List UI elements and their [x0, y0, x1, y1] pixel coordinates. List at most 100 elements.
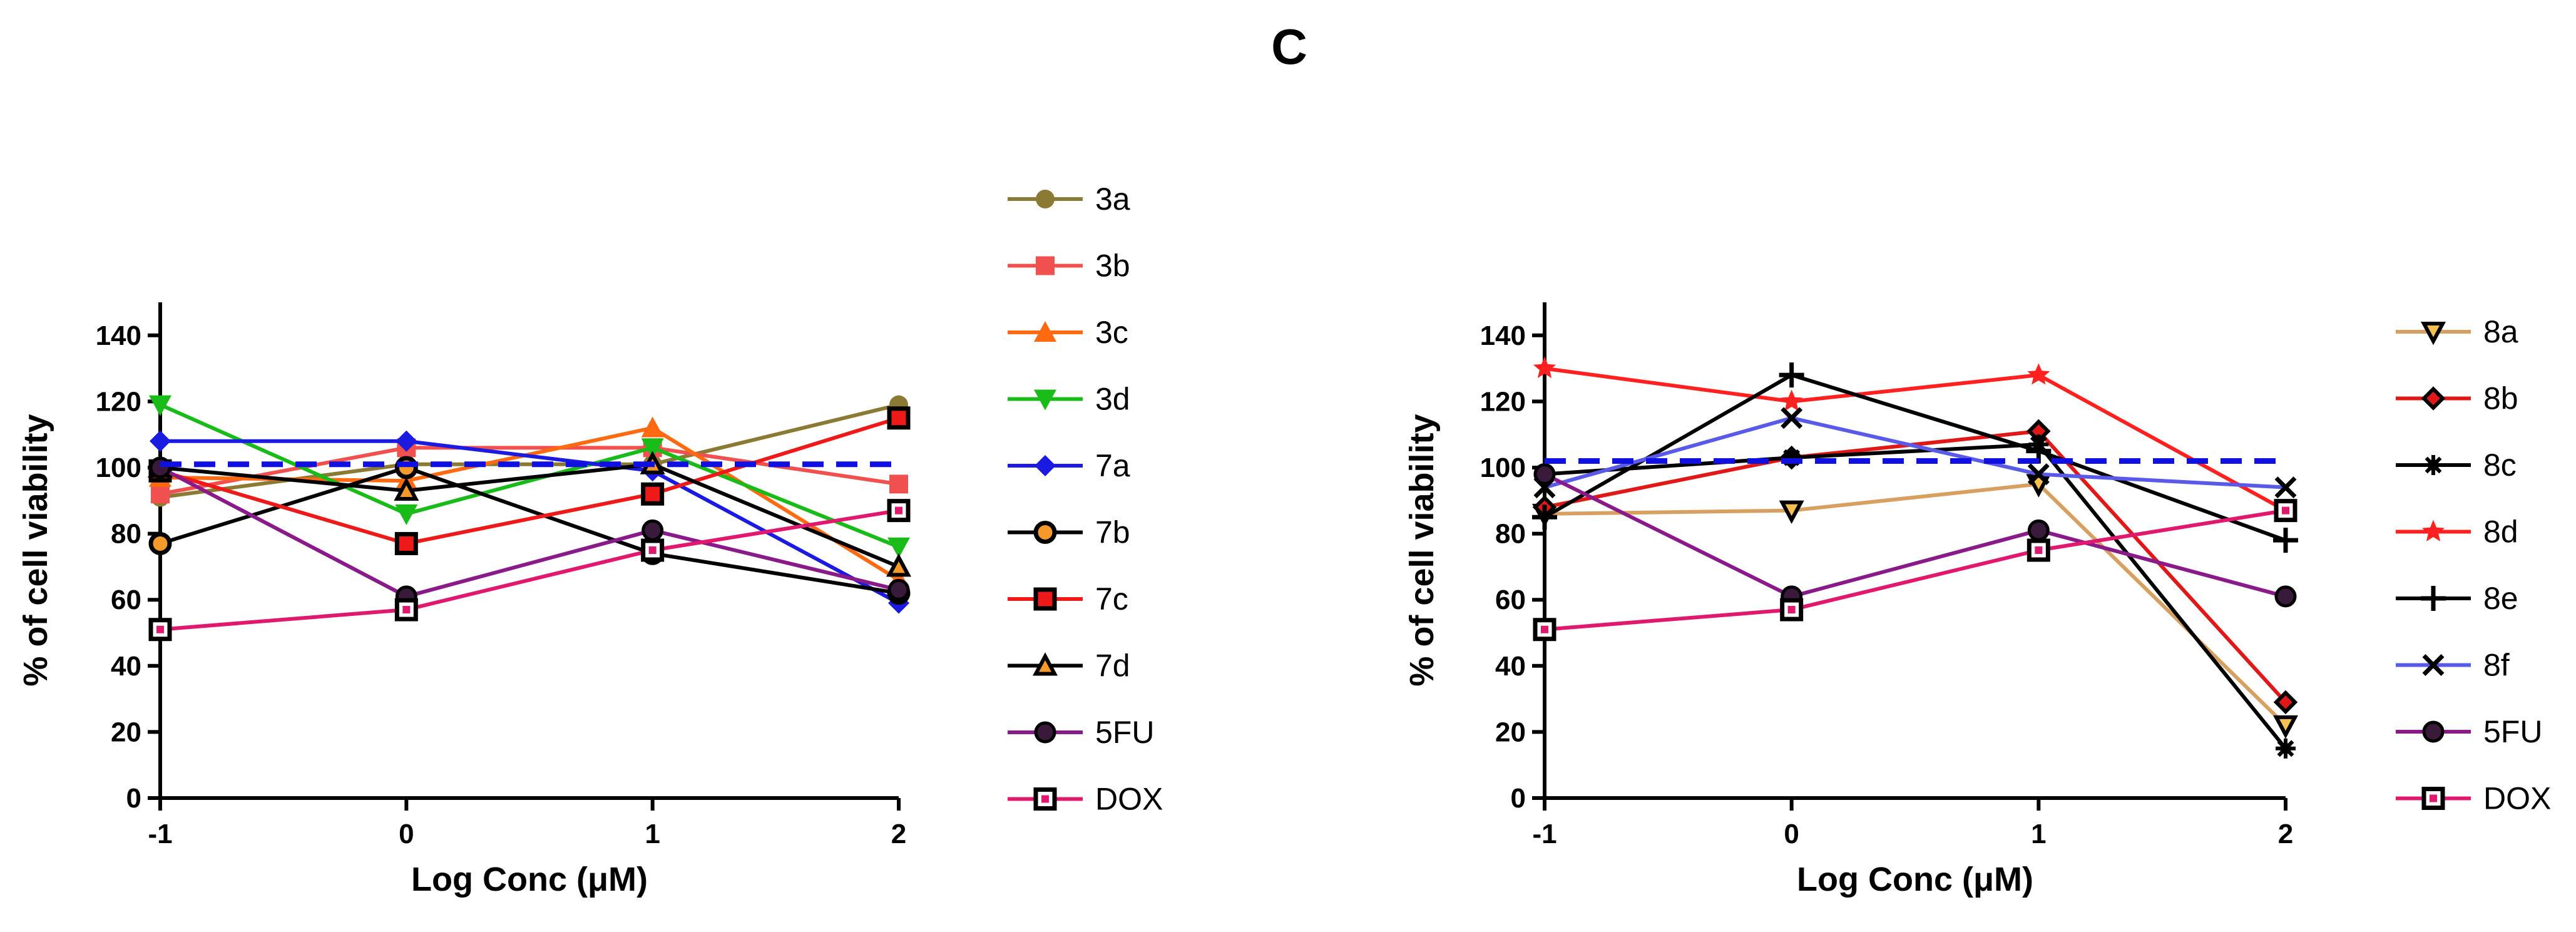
legend-label: 8c	[2483, 448, 2517, 483]
y-tick-label: 40	[1495, 651, 1526, 682]
data-point-8f	[1781, 407, 1803, 429]
legend-marker-8a	[2420, 322, 2446, 346]
data-point-8a	[1779, 500, 1804, 524]
data-point-7c	[887, 406, 911, 430]
legend-label: 7c	[1095, 581, 1128, 617]
legend-marker-7b	[1033, 521, 1057, 544]
data-point-7b	[394, 456, 418, 479]
series-line-8a	[1544, 482, 2287, 727]
y-tick-label: 120	[96, 386, 141, 417]
legend-label: 5FU	[2483, 714, 2542, 749]
data-point-DOX	[148, 618, 172, 642]
legend-marker-3c	[1034, 321, 1056, 342]
y-tick-label: 100	[1480, 453, 1526, 483]
data-point-8f	[2274, 476, 2297, 499]
legend-marker-5FU	[2422, 720, 2445, 743]
x-tick-label: 0	[1784, 819, 1799, 849]
legend-label: 7b	[1095, 515, 1130, 550]
legend-item-8f: 8f	[2396, 648, 2510, 683]
y-tick-label: 20	[111, 717, 141, 747]
series-8e	[1532, 362, 2298, 553]
data-point-3d	[149, 395, 171, 416]
data-point-3d	[641, 438, 664, 459]
y-tick-label: 120	[1480, 386, 1526, 417]
legend-marker-8f	[2422, 654, 2445, 676]
data-point-DOX	[641, 538, 665, 562]
legend-marker-3b	[1036, 256, 1055, 275]
legend-item-7c: 7c	[1008, 581, 1128, 617]
legend-label: 3b	[1095, 248, 1130, 284]
y-tick-label: 140	[1480, 320, 1526, 351]
data-point-3d	[395, 504, 418, 525]
data-point-5FU	[2274, 585, 2297, 608]
series-DOX	[1533, 499, 2297, 642]
legend-label: 8f	[2483, 648, 2510, 683]
data-point-7b	[148, 531, 172, 555]
legend-marker-DOX	[2421, 787, 2445, 810]
legend-marker-7a	[1035, 455, 1056, 476]
x-tick-label: 2	[2278, 819, 2293, 849]
series-3b	[151, 438, 908, 504]
data-point-3d	[887, 537, 910, 558]
data-point-5FU	[2027, 519, 2050, 541]
legend-item-3d: 3d	[1008, 382, 1130, 417]
y-tick-label: 0	[1511, 783, 1526, 814]
x-tick-label: 1	[645, 819, 660, 849]
y-tick-label: 100	[96, 453, 141, 483]
legend-item-8c: 8c	[2396, 448, 2517, 483]
data-point-7c	[394, 531, 418, 555]
series-line-8c	[1544, 443, 2287, 750]
series-DOX	[148, 499, 911, 642]
data-point-5FU	[641, 519, 664, 541]
series-line-DOX	[1544, 508, 2286, 632]
legend-item-5FU: 5FU	[1008, 715, 1154, 750]
series-line-7c	[160, 416, 899, 546]
y-tick-label: 140	[96, 320, 141, 351]
y-tick-label: 60	[111, 585, 141, 615]
data-point-3b	[889, 474, 908, 494]
legend-label: 3c	[1095, 315, 1128, 350]
legend-marker-8e	[2421, 586, 2446, 611]
legend-label: 8a	[2483, 314, 2518, 349]
data-point-8b	[2273, 690, 2298, 715]
data-point-8e	[2273, 528, 2298, 553]
data-point-DOX	[2027, 538, 2050, 562]
y-tick-label: 60	[1495, 585, 1526, 615]
series-line-7b	[160, 466, 899, 595]
data-point-8e	[1779, 362, 1804, 388]
series-8a	[1531, 474, 2299, 739]
legend-label: 7d	[1095, 648, 1130, 684]
figure-title: C	[1271, 19, 1307, 74]
legend-item-7a: 7a	[1008, 448, 1130, 483]
data-point-8a	[2272, 715, 2299, 739]
legend-label: 7a	[1095, 448, 1130, 483]
x-tick-label: -1	[148, 819, 172, 849]
data-point-5FU	[149, 456, 171, 479]
data-point-8f	[2027, 463, 2050, 486]
legend-item-3c: 3c	[1008, 315, 1128, 350]
series-line-8f	[1544, 416, 2286, 489]
legend-marker-3a	[1036, 190, 1055, 208]
legend-marker-7d	[1032, 652, 1058, 676]
data-point-7a	[396, 430, 417, 452]
legend-item-DOX: DOX	[2396, 781, 2551, 816]
x-axis-title: Log Conc (μM)	[1797, 861, 2033, 898]
legend-item-DOX: DOX	[1008, 782, 1163, 817]
series-line-8d	[1544, 366, 2287, 513]
legend: 8a 8b 8c 8d 8e 8f 5FU DOX	[2396, 314, 2551, 816]
legend-marker-5FU	[1034, 721, 1056, 744]
data-point-8d	[1780, 389, 1803, 411]
y-tick-label: 0	[126, 783, 141, 814]
legend-marker-8b	[2421, 386, 2446, 411]
legend-item-3a: 3a	[1008, 182, 1130, 217]
x-tick-label: -1	[1532, 819, 1556, 849]
y-tick-label: 40	[111, 651, 141, 682]
data-point-8e	[1532, 504, 1557, 530]
data-point-5FU	[1533, 463, 1556, 486]
x-axis-title: Log Conc (μM)	[411, 861, 648, 898]
data-point-7d	[886, 553, 912, 577]
data-point-8c	[1781, 448, 1802, 468]
data-point-8d	[1533, 356, 1556, 378]
